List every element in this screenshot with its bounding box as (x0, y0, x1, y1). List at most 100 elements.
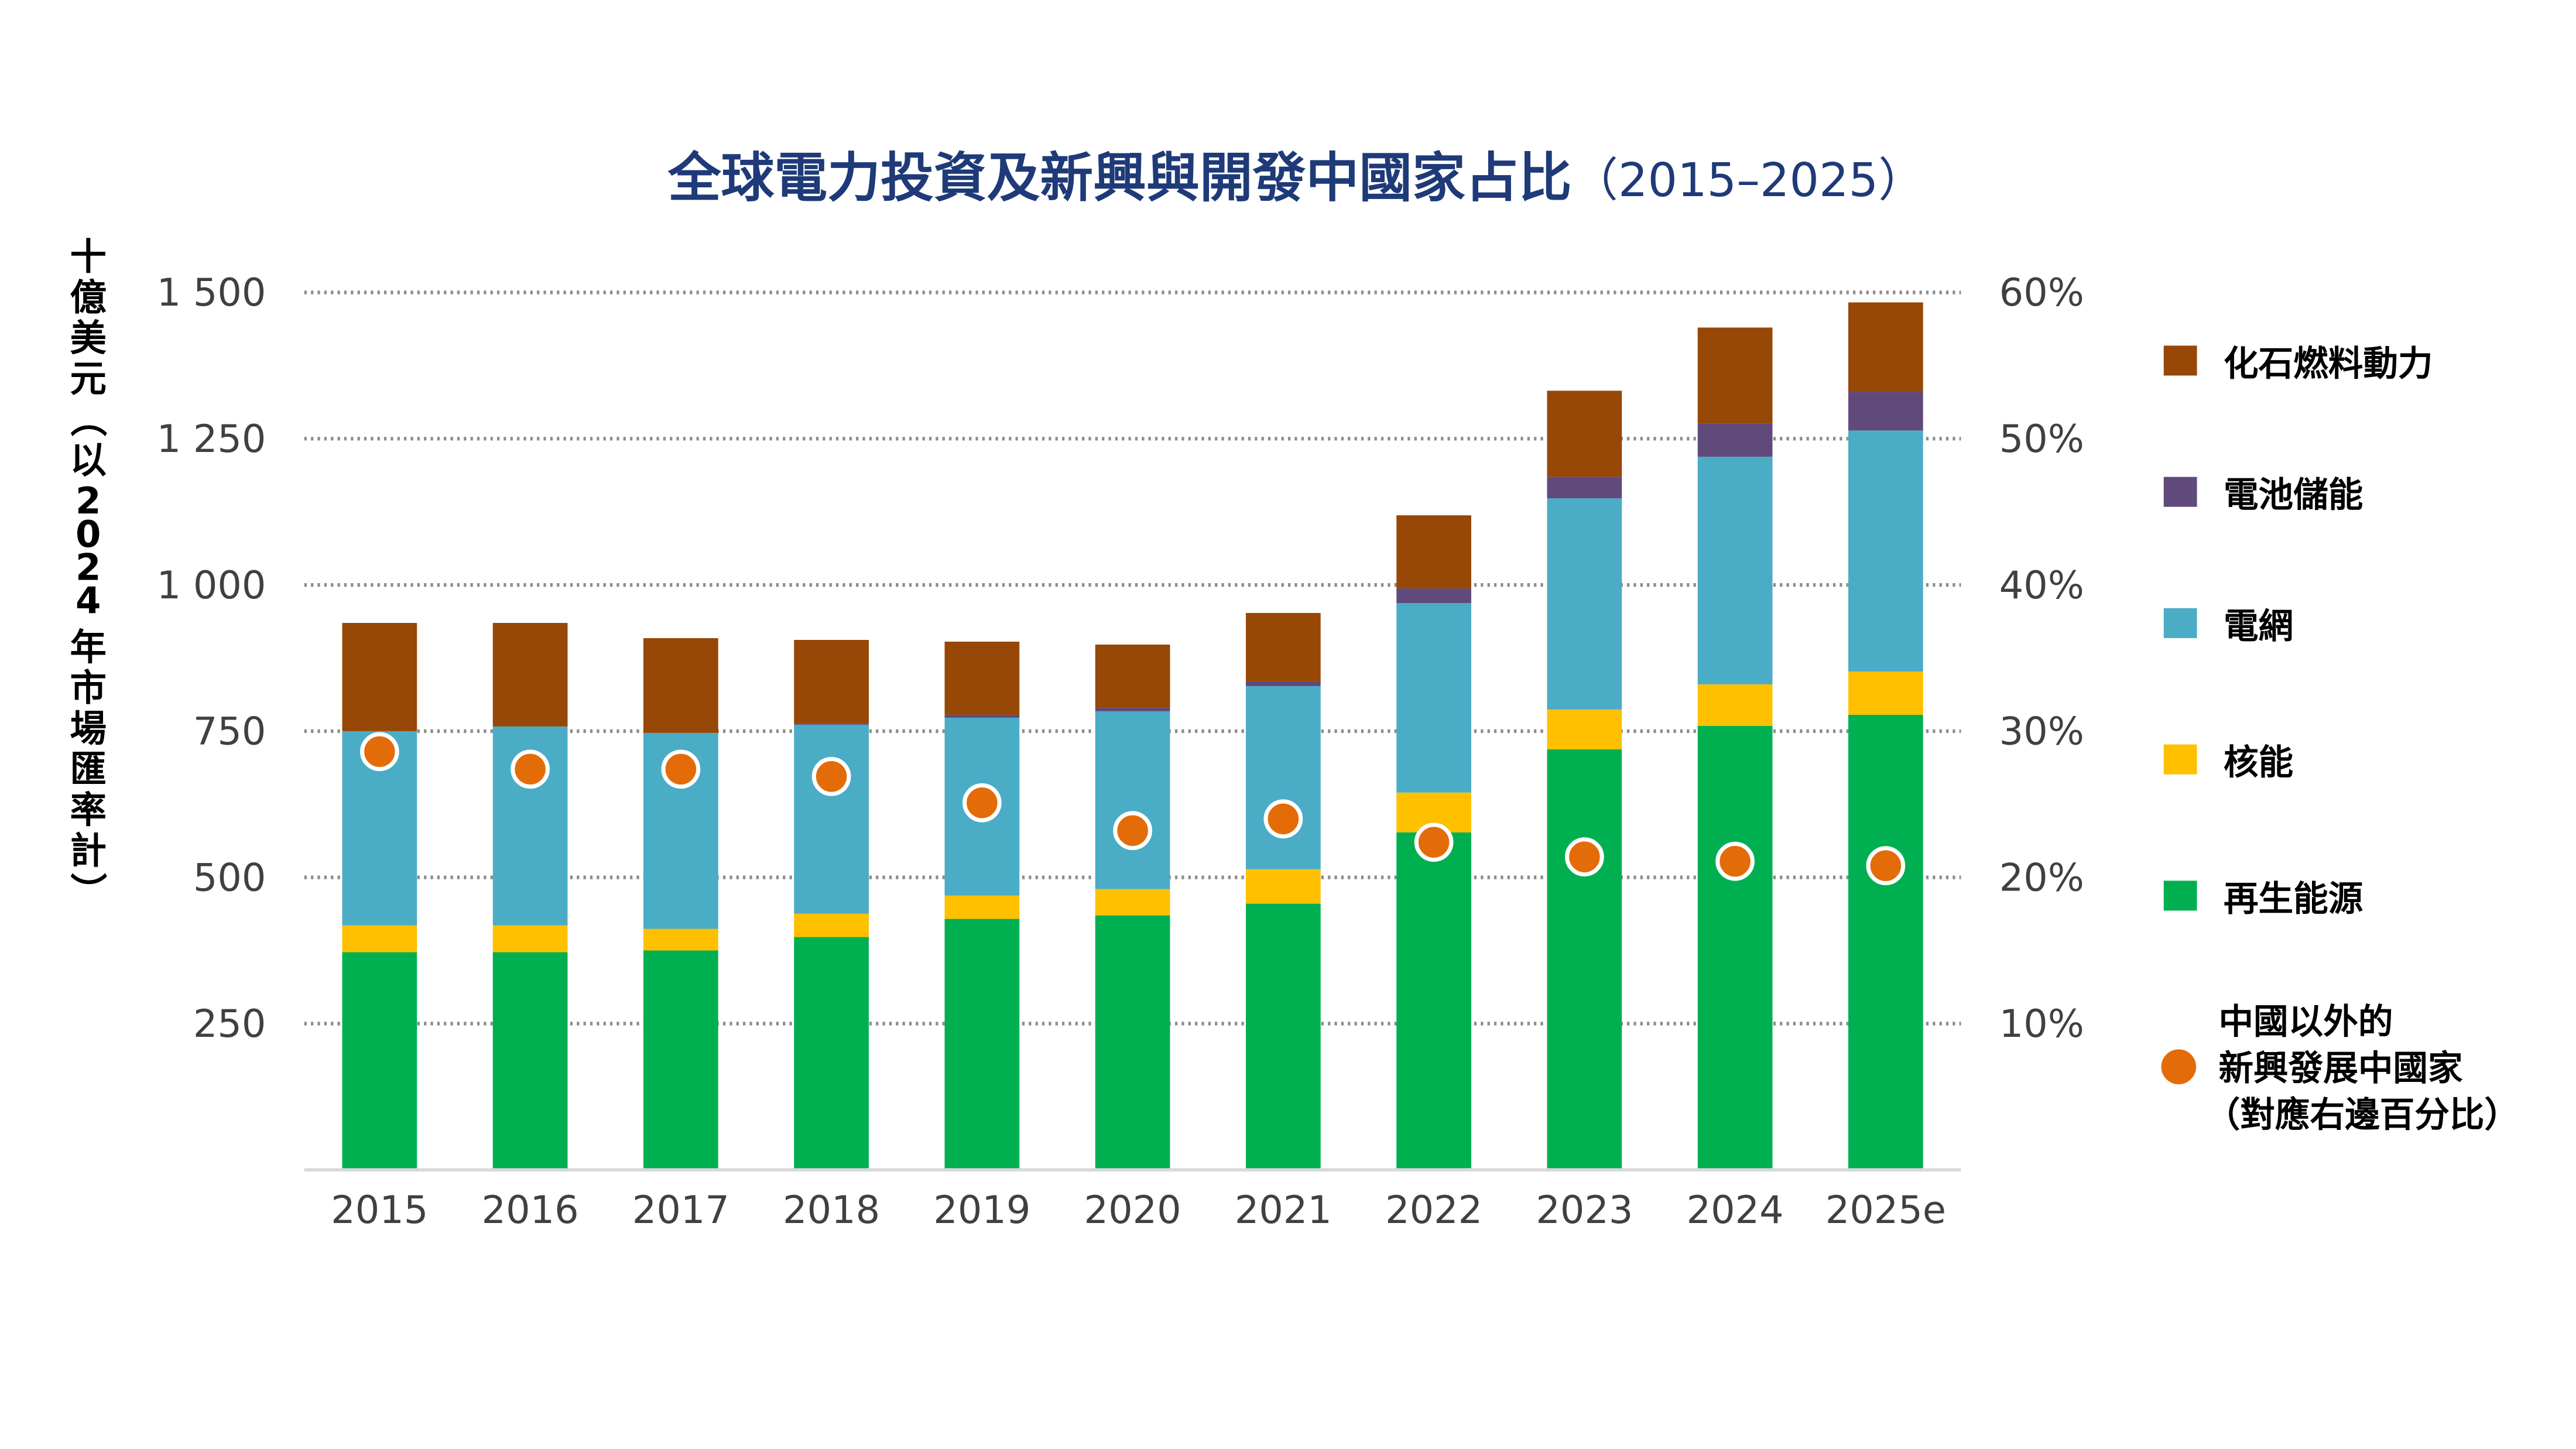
bar-segment (1848, 714, 1923, 1170)
y-axis-label-char: 元 (70, 357, 107, 400)
y-tick-label: 1 000 (157, 563, 266, 608)
legend-label: 中國以外的 (2218, 1002, 2393, 1042)
y-axis-label-char: 2 (76, 479, 101, 522)
legend-label: 電網 (2224, 607, 2293, 647)
data-point (661, 749, 701, 789)
bar-segment (1848, 671, 1923, 715)
bar-segment (794, 639, 869, 724)
bar-segment (1396, 515, 1471, 589)
data-point (1113, 811, 1152, 851)
y-axis-label-char: 場 (70, 707, 107, 750)
bar-segment (1547, 749, 1622, 1170)
bar-segment (1095, 711, 1170, 889)
bar-segment (1095, 644, 1170, 708)
bar-segment (492, 623, 568, 727)
y2-tick-label: 20% (1999, 855, 2084, 900)
legend-swatch (2163, 477, 2197, 507)
bar-segment (794, 937, 869, 1170)
x-tick-label: 2016 (482, 1188, 579, 1232)
y-axis-label-char: 率 (70, 789, 107, 831)
bar-segment (794, 724, 869, 914)
bar-segment (1246, 681, 1321, 686)
bar-segment (1396, 832, 1471, 1170)
bar-segment (1547, 477, 1622, 499)
bar-segment (342, 623, 417, 731)
y-axis-label-char: 美 (70, 317, 107, 359)
legend-swatch (2163, 744, 2197, 775)
y2-tick-label: 50% (1999, 417, 2084, 461)
bar-segment (1848, 392, 1923, 431)
bar-segment (1246, 613, 1321, 681)
axes: 250 10% 500 20% 750 30% 1 000 40% 1 250 50% 1 500 6… (157, 270, 2084, 1232)
data-point (511, 749, 550, 789)
bars (342, 302, 1923, 1170)
bar-segment (944, 895, 1020, 919)
legend-marker (2161, 1049, 2197, 1084)
y-tick-label: 750 (193, 710, 266, 754)
bar-segment (944, 641, 1020, 715)
y-axis-label-char: 以 (70, 439, 107, 481)
bar-segment (1697, 684, 1773, 726)
y2-tick-label: 40% (1999, 563, 2084, 608)
bar-segment (492, 925, 568, 953)
bar-segment (1547, 390, 1622, 477)
y-axis-label-char: 2 (76, 546, 101, 589)
x-tick-label: 2023 (1536, 1188, 1633, 1232)
data-point (360, 732, 399, 772)
bar-segment (1396, 588, 1471, 604)
y-axis-label-char: 計 (70, 829, 107, 872)
bar-segment (1095, 889, 1170, 916)
data-point (1866, 846, 1906, 885)
bar-segment (794, 723, 869, 725)
bar-segment (1697, 725, 1773, 1170)
y-axis-label-char: 匯 (70, 748, 107, 790)
bar-segment (1848, 430, 1923, 672)
y-tick-label: 1 250 (157, 417, 266, 461)
data-point (1263, 799, 1303, 839)
x-tick-label: 2015 (331, 1188, 428, 1232)
legend-label: 核能 (2224, 743, 2293, 783)
bar-segment (492, 952, 568, 1170)
data-point (1715, 841, 1755, 881)
bar-segment (342, 925, 417, 953)
y-axis-label-char: 億 (70, 276, 107, 318)
y-axis-label-char: 0 (76, 513, 101, 556)
x-tick-label: 2024 (1687, 1188, 1784, 1232)
y-axis-label-char: 4 (76, 579, 101, 622)
x-tick-label: 2021 (1235, 1188, 1332, 1232)
bar-segment (643, 638, 718, 733)
chart-title: 全球電力投資及新興與開發中國家占比（2015–2025） (667, 148, 1925, 209)
data-point (962, 783, 1002, 823)
bar-segment (643, 929, 718, 951)
bar-segment (1697, 327, 1773, 424)
bar-segment (1697, 457, 1773, 684)
legend-label: 化石燃料動力 (2224, 344, 2433, 384)
legend-swatch (2163, 608, 2197, 638)
y-axis-label-char: 市 (70, 666, 107, 709)
bar-segment (944, 714, 1020, 718)
y-tick-label: 250 (193, 1002, 266, 1046)
emerging-share-points (360, 732, 1906, 885)
legend-label: （對應右邊百分比） (2205, 1095, 2519, 1135)
data-point (811, 756, 851, 796)
bar-segment (1547, 709, 1622, 749)
legend-label: 新興發展中國家 (2218, 1049, 2463, 1089)
y-axis-label-char: 十 (70, 235, 107, 278)
bar-segment (1396, 603, 1471, 793)
y2-tick-label: 60% (1999, 270, 2084, 315)
x-tick-label: 2025e (1825, 1188, 1946, 1232)
legend-label: 電池儲能 (2224, 475, 2363, 516)
y-axis-label-char: （ (66, 400, 109, 437)
y2-tick-label: 10% (1999, 1002, 2084, 1046)
bar-segment (342, 952, 417, 1170)
data-point (1414, 823, 1454, 862)
bar-segment (1246, 686, 1321, 869)
y-axis-label-char: 年 (70, 626, 107, 669)
bar-segment (1095, 707, 1170, 711)
bar-segment (1246, 903, 1321, 1170)
x-tick-label: 2017 (632, 1188, 729, 1232)
legend-swatch (2163, 881, 2197, 911)
bar-segment (643, 950, 718, 1170)
